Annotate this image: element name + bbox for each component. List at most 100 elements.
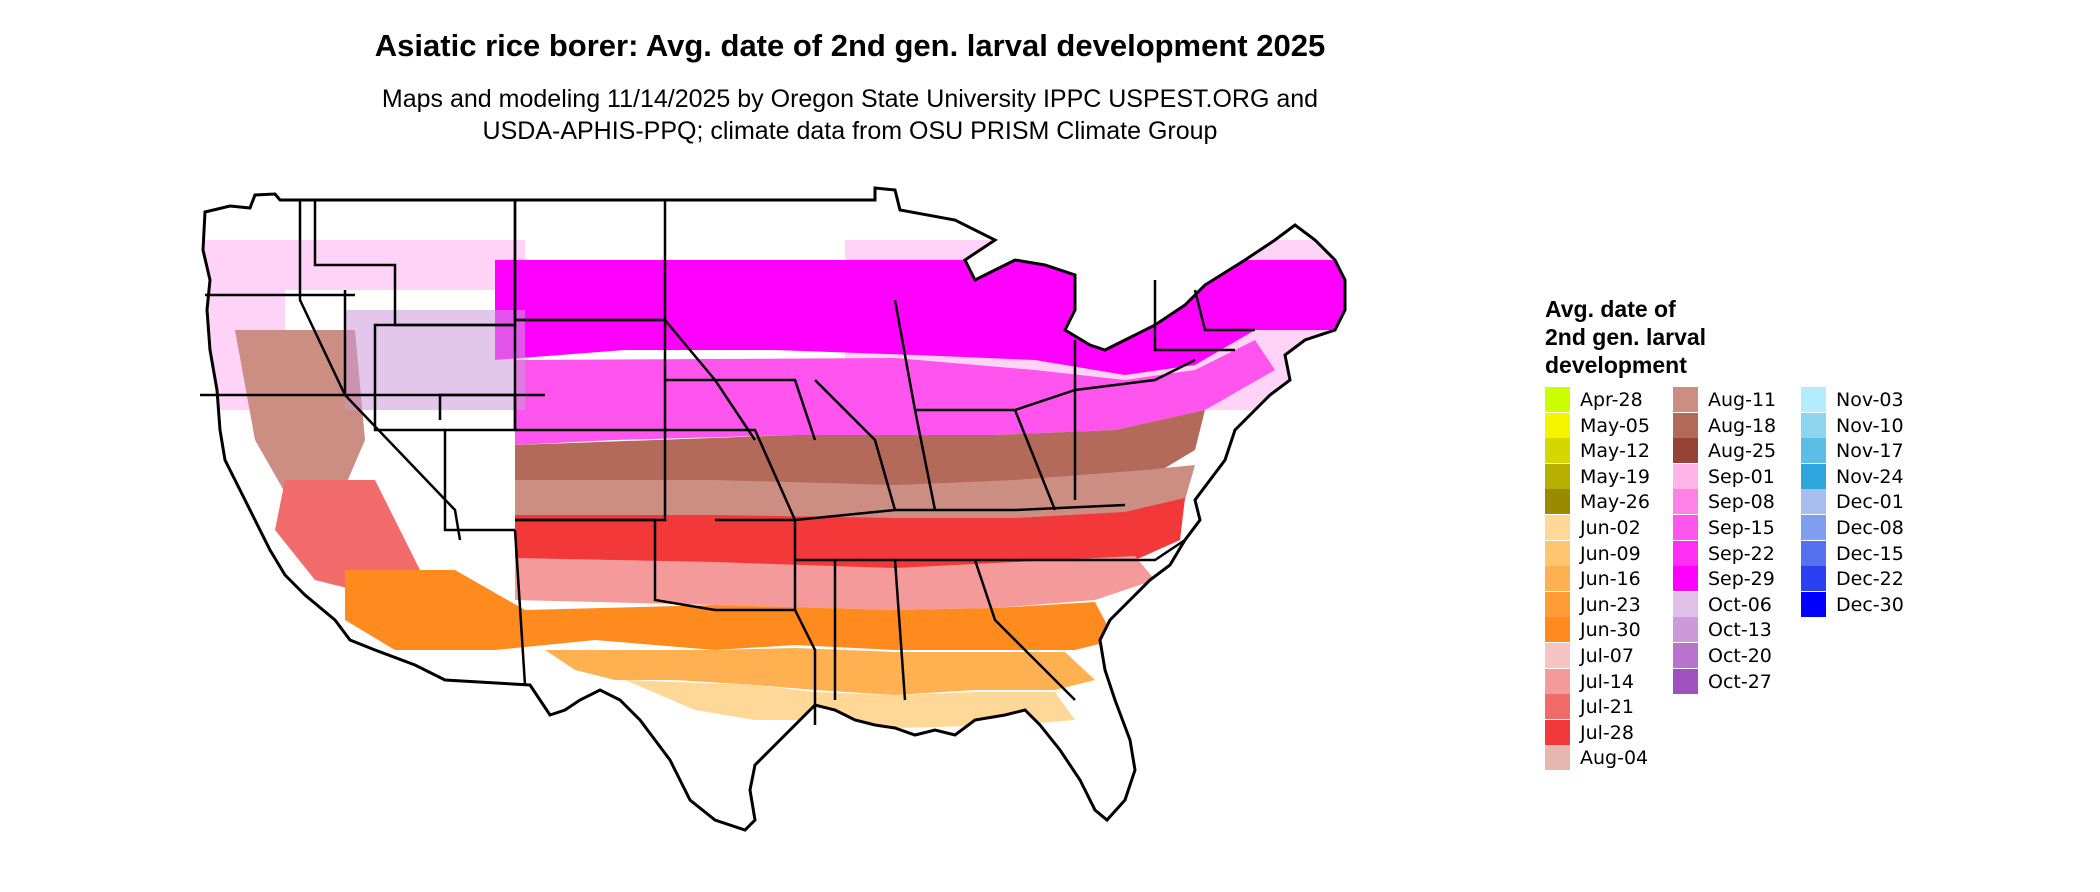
- legend-item: Sep-01: [1673, 463, 1801, 490]
- legend-label: Nov-17: [1836, 440, 1904, 463]
- legend-label: May-05: [1580, 414, 1650, 437]
- border-nm-tx: [513, 529, 527, 686]
- legend-label: Nov-10: [1836, 414, 1904, 437]
- band-aug-11: [515, 465, 1195, 520]
- legend-swatch: [1545, 566, 1570, 592]
- legend-label: Dec-22: [1836, 568, 1904, 591]
- legend-item: Oct-13: [1673, 617, 1801, 643]
- legend-item: May-26: [1545, 489, 1673, 515]
- legend-item: Sep-22: [1673, 540, 1801, 567]
- band-sep-29: [495, 260, 1345, 375]
- legend-label: Dec-01: [1836, 491, 1904, 514]
- legend-label: Aug-11: [1708, 389, 1777, 411]
- legend-item: Aug-25: [1673, 438, 1801, 464]
- legend-item: Oct-20: [1673, 643, 1801, 669]
- legend-label: Jun-23: [1580, 593, 1641, 616]
- legend-swatch: [1801, 438, 1826, 464]
- legend-title-line-3: development: [1545, 352, 1687, 378]
- legend-item: Jul-28: [1545, 719, 1673, 746]
- legend-swatch: [1545, 643, 1570, 668]
- legend-swatch: [1673, 412, 1698, 438]
- legend-swatch: [1545, 515, 1570, 540]
- legend-swatch: [1673, 387, 1698, 412]
- border-wv-va: [1013, 409, 1057, 511]
- legend-item: Jun-02: [1545, 515, 1673, 541]
- band-jun-02: [625, 680, 1075, 728]
- legend-label: Dec-30: [1836, 593, 1904, 616]
- legend-label: Aug-04: [1580, 747, 1649, 770]
- legend-swatch: [1545, 387, 1570, 412]
- border-nc-sc: [1075, 538, 1186, 562]
- legend-label: Dec-15: [1836, 542, 1904, 565]
- band-jul-28: [515, 498, 1185, 570]
- legend: Avg. date of 2nd gen. larval development…: [1545, 295, 1985, 775]
- legend-swatch: [1673, 463, 1698, 489]
- legend-swatch: [1673, 489, 1698, 515]
- legend-label: May-26: [1580, 491, 1650, 514]
- subtitle-line-2: USDA-APHIS-PPQ; climate data from OSU PR…: [482, 117, 1218, 145]
- legend-label: Aug-18: [1708, 414, 1777, 437]
- map-title: Asiatic rice borer: Avg. date of 2nd gen…: [374, 28, 1326, 63]
- us-outline: [201, 186, 1347, 832]
- border-ny-nj: [1074, 358, 1196, 392]
- legend-swatch: [1801, 566, 1826, 592]
- legend-label: Jun-30: [1580, 619, 1641, 642]
- legend-label: Sep-01: [1708, 465, 1775, 488]
- legend-swatch: [1673, 591, 1698, 617]
- legend-swatch: [1673, 515, 1698, 540]
- legend-item: May-19: [1545, 463, 1673, 490]
- legend-item: Nov-24: [1801, 463, 1929, 490]
- border-al-ga: [893, 559, 907, 701]
- legend-swatch: [1801, 591, 1826, 617]
- band-jun-16: [545, 648, 1095, 695]
- legend-label: Sep-15: [1708, 517, 1775, 539]
- legend-item: Nov-17: [1801, 438, 1929, 464]
- band-great-basin-oct-13: [345, 310, 525, 410]
- legend-item: Oct-27: [1673, 668, 1801, 695]
- legend-label: Sep-08: [1708, 491, 1775, 514]
- legend-swatch: [1801, 515, 1826, 540]
- legend-label: Dec-08: [1836, 517, 1904, 539]
- legend-label: Jul-14: [1580, 670, 1634, 693]
- border-ar-la: [715, 608, 817, 725]
- legend-item: Nov-10: [1801, 412, 1929, 439]
- legend-label: Sep-22: [1708, 542, 1775, 565]
- border-mo-ar: [665, 428, 797, 610]
- border-az-nm: [443, 430, 515, 532]
- border-il-in: [814, 379, 897, 511]
- legend-item: Aug-11: [1673, 387, 1801, 413]
- legend-item: Dec-15: [1801, 540, 1929, 567]
- legend-label: Jun-02: [1580, 517, 1641, 539]
- legend-swatch: [1673, 438, 1698, 464]
- legend-label: Nov-24: [1836, 465, 1904, 488]
- border-ga-fl: [973, 559, 1076, 701]
- legend-item: Jun-23: [1545, 591, 1673, 618]
- legend-swatch: [1801, 463, 1826, 489]
- legend-item: Nov-03: [1801, 387, 1929, 413]
- border-ny-vt: [1153, 280, 1235, 352]
- legend-item: Aug-18: [1673, 412, 1801, 439]
- legend-item: Sep-15: [1673, 515, 1801, 541]
- subtitle-line-1: Maps and modeling 11/14/2025 by Oregon S…: [381, 85, 1319, 113]
- legend-swatch: [1673, 540, 1698, 566]
- border-vt-nh-ma: [1193, 289, 1255, 332]
- border-ia-mo: [665, 378, 817, 441]
- legend-item: Dec-08: [1801, 515, 1929, 541]
- legend-item: Oct-06: [1673, 591, 1801, 618]
- border-ok: [515, 518, 716, 612]
- legend-swatch: [1801, 387, 1826, 412]
- legend-item: Dec-01: [1801, 489, 1929, 515]
- legend-label: Aug-25: [1708, 440, 1777, 463]
- legend-item: Jul-21: [1545, 694, 1673, 720]
- legend-label: Jul-07: [1580, 645, 1634, 667]
- legend-swatch: [1545, 745, 1570, 771]
- legend-label: May-19: [1580, 465, 1650, 488]
- legend-item: Dec-30: [1801, 591, 1929, 618]
- legend-label: Oct-27: [1708, 670, 1772, 693]
- band-california-aug-11: [235, 330, 365, 510]
- legend-swatch: [1545, 412, 1570, 438]
- band-florida-may-26: [1030, 810, 1105, 830]
- map-subtitle: Maps and modeling 11/14/2025 by Oregon S…: [330, 83, 1370, 147]
- band-aug-18: [515, 410, 1205, 500]
- legend-label: Jun-16: [1580, 568, 1641, 591]
